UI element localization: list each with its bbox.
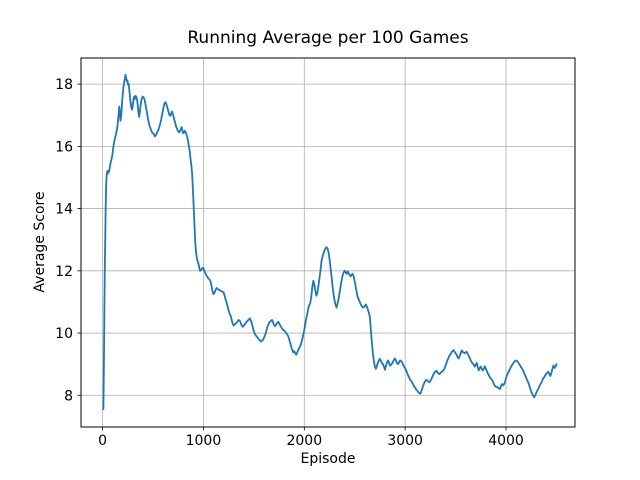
y-tick-label: 14 <box>55 202 73 218</box>
chart-title: Running Average per 100 Games <box>187 28 469 48</box>
x-tick-label: 1000 <box>186 433 222 449</box>
y-tick-label: 8 <box>64 388 73 404</box>
x-tick-label: 0 <box>98 433 107 449</box>
x-tick-label: 4000 <box>488 433 524 449</box>
y-tick-label: 16 <box>55 139 73 155</box>
x-axis-label: Episode <box>300 451 356 467</box>
y-tick-label: 10 <box>55 326 73 342</box>
data-line-running_average <box>102 73 558 411</box>
y-axis-label: Average Score <box>32 191 48 293</box>
x-tick-label: 2000 <box>286 433 322 449</box>
x-tick-label: 3000 <box>387 433 423 449</box>
y-tick-label: 18 <box>55 77 73 93</box>
axes-border <box>80 57 576 428</box>
y-tick-label: 12 <box>55 264 73 280</box>
